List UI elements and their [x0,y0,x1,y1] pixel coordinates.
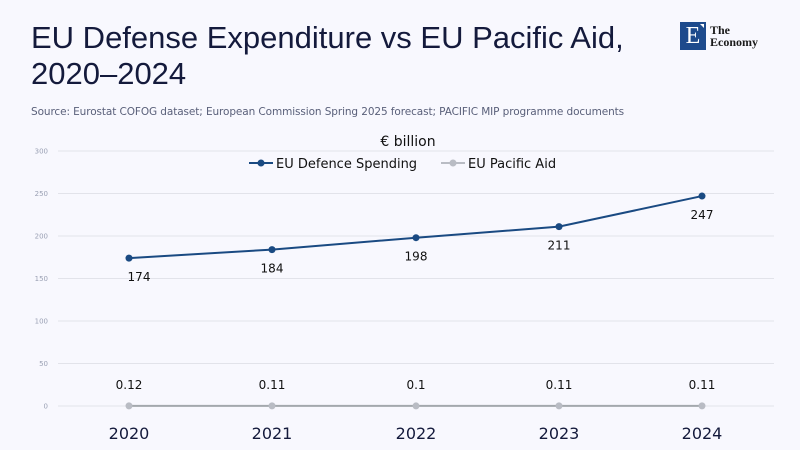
data-label: 0.1 [406,378,425,392]
series-group: 174 184 198 211 247 0.12 0.11 0.1 0.11 0.11 [116,192,716,410]
title-line-2: 2020–2024 [31,56,187,91]
logo-text: The Economy [710,24,758,48]
y-tick-label: 200 [35,233,48,241]
y-axis-ticks: 0 50 100 150 200 250 300 [35,148,48,411]
legend-label: EU Defence Spending [276,157,417,172]
data-label: 0.11 [259,378,286,392]
data-point [698,402,706,410]
y-tick-label: 0 [44,403,48,411]
legend-item: EU Defence Spending [249,157,417,172]
data-label: 184 [261,262,284,276]
logo-text-line2: Economy [710,35,758,49]
y-tick-label: 100 [35,318,48,326]
x-tick-label: 2023 [539,424,580,443]
data-label: 198 [405,250,428,264]
logo-e-icon: E [680,22,706,50]
data-label: 211 [548,239,571,253]
data-label: 0.12 [116,378,143,392]
series-eu-defence-spending: 174 184 198 211 247 [125,192,714,284]
x-tick-label: 2022 [396,424,437,443]
x-tick-label: 2024 [682,424,723,443]
data-point [268,402,276,410]
data-point [412,402,420,410]
data-label: 0.11 [689,378,716,392]
legend-item: EU Pacific Aid [441,157,556,172]
y-axis-label: € billion [380,134,435,150]
x-tick-label: 2020 [109,424,150,443]
y-tick-label: 50 [39,360,48,368]
source-note: Source: Eurostat COFOG dataset; European… [31,106,625,118]
grid-lines [58,150,774,407]
chart-title: EU Defense Expenditure vs EU Pacific Aid… [31,20,631,92]
legend-swatch-marker [449,159,457,167]
y-tick-label: 300 [35,148,48,156]
x-tick-label: 2021 [252,424,293,443]
title-line-1: EU Defense Expenditure vs EU Pacific Aid… [31,20,624,55]
data-point [125,254,133,262]
x-axis-ticks: 2020 2021 2022 2023 2024 [109,424,723,443]
legend-label: EU Pacific Aid [468,157,556,172]
y-tick-label: 250 [35,190,48,198]
logo-text-line1: The [710,23,731,37]
legend-swatch-marker [257,159,265,167]
data-point [698,192,706,200]
data-label: 247 [691,208,714,222]
y-tick-label: 150 [35,275,48,283]
data-point [268,246,276,254]
data-label: 174 [128,270,151,284]
data-label: 0.11 [546,378,573,392]
the-economy-logo: E The Economy [680,22,758,50]
data-point [555,402,563,410]
data-point [125,402,133,410]
legend: EU Defence Spending EU Pacific Aid [249,157,556,172]
series-eu-pacific-aid: 0.12 0.11 0.1 0.11 0.11 [116,378,716,410]
data-point [412,234,420,242]
data-point [555,223,563,231]
